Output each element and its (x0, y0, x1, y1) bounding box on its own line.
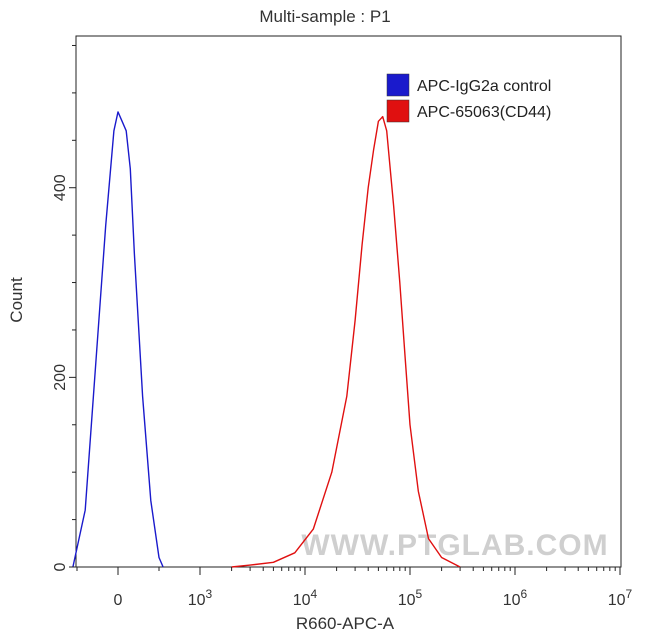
x-tick-label: 104 (293, 587, 318, 609)
y-tick-label: 400 (52, 174, 69, 201)
x-tick-label: 107 (608, 587, 633, 609)
chart-title: Multi-sample : P1 (259, 7, 390, 26)
plot-frame (75, 35, 622, 568)
x-axis: 0 103 104 105 106 107 (76, 567, 633, 609)
y-tick-label: 0 (52, 562, 69, 571)
legend: APC-IgG2a control APC-65063(CD44) (386, 73, 551, 123)
watermark: WWW.PTGLAB.COM (301, 529, 608, 562)
series-line-1 (72, 111, 164, 568)
x-tick-label: 0 (114, 592, 123, 609)
x-axis-label: R660-APC-A (296, 614, 395, 633)
y-axis-label: Count (7, 277, 26, 323)
x-tick-label: 103 (188, 587, 213, 609)
legend-label-1: APC-IgG2a control (417, 78, 551, 95)
histogram-curves (72, 111, 461, 568)
legend-swatch-1 (386, 73, 410, 97)
x-tick-label: 105 (398, 587, 423, 609)
x-tick-label: 106 (503, 587, 528, 609)
y-tick-label: 200 (52, 364, 69, 391)
series-line-2 (231, 115, 461, 568)
y-axis: 0 200 400 (52, 44, 76, 571)
legend-label-2: APC-65063(CD44) (417, 104, 551, 121)
legend-swatch-2 (386, 99, 410, 123)
